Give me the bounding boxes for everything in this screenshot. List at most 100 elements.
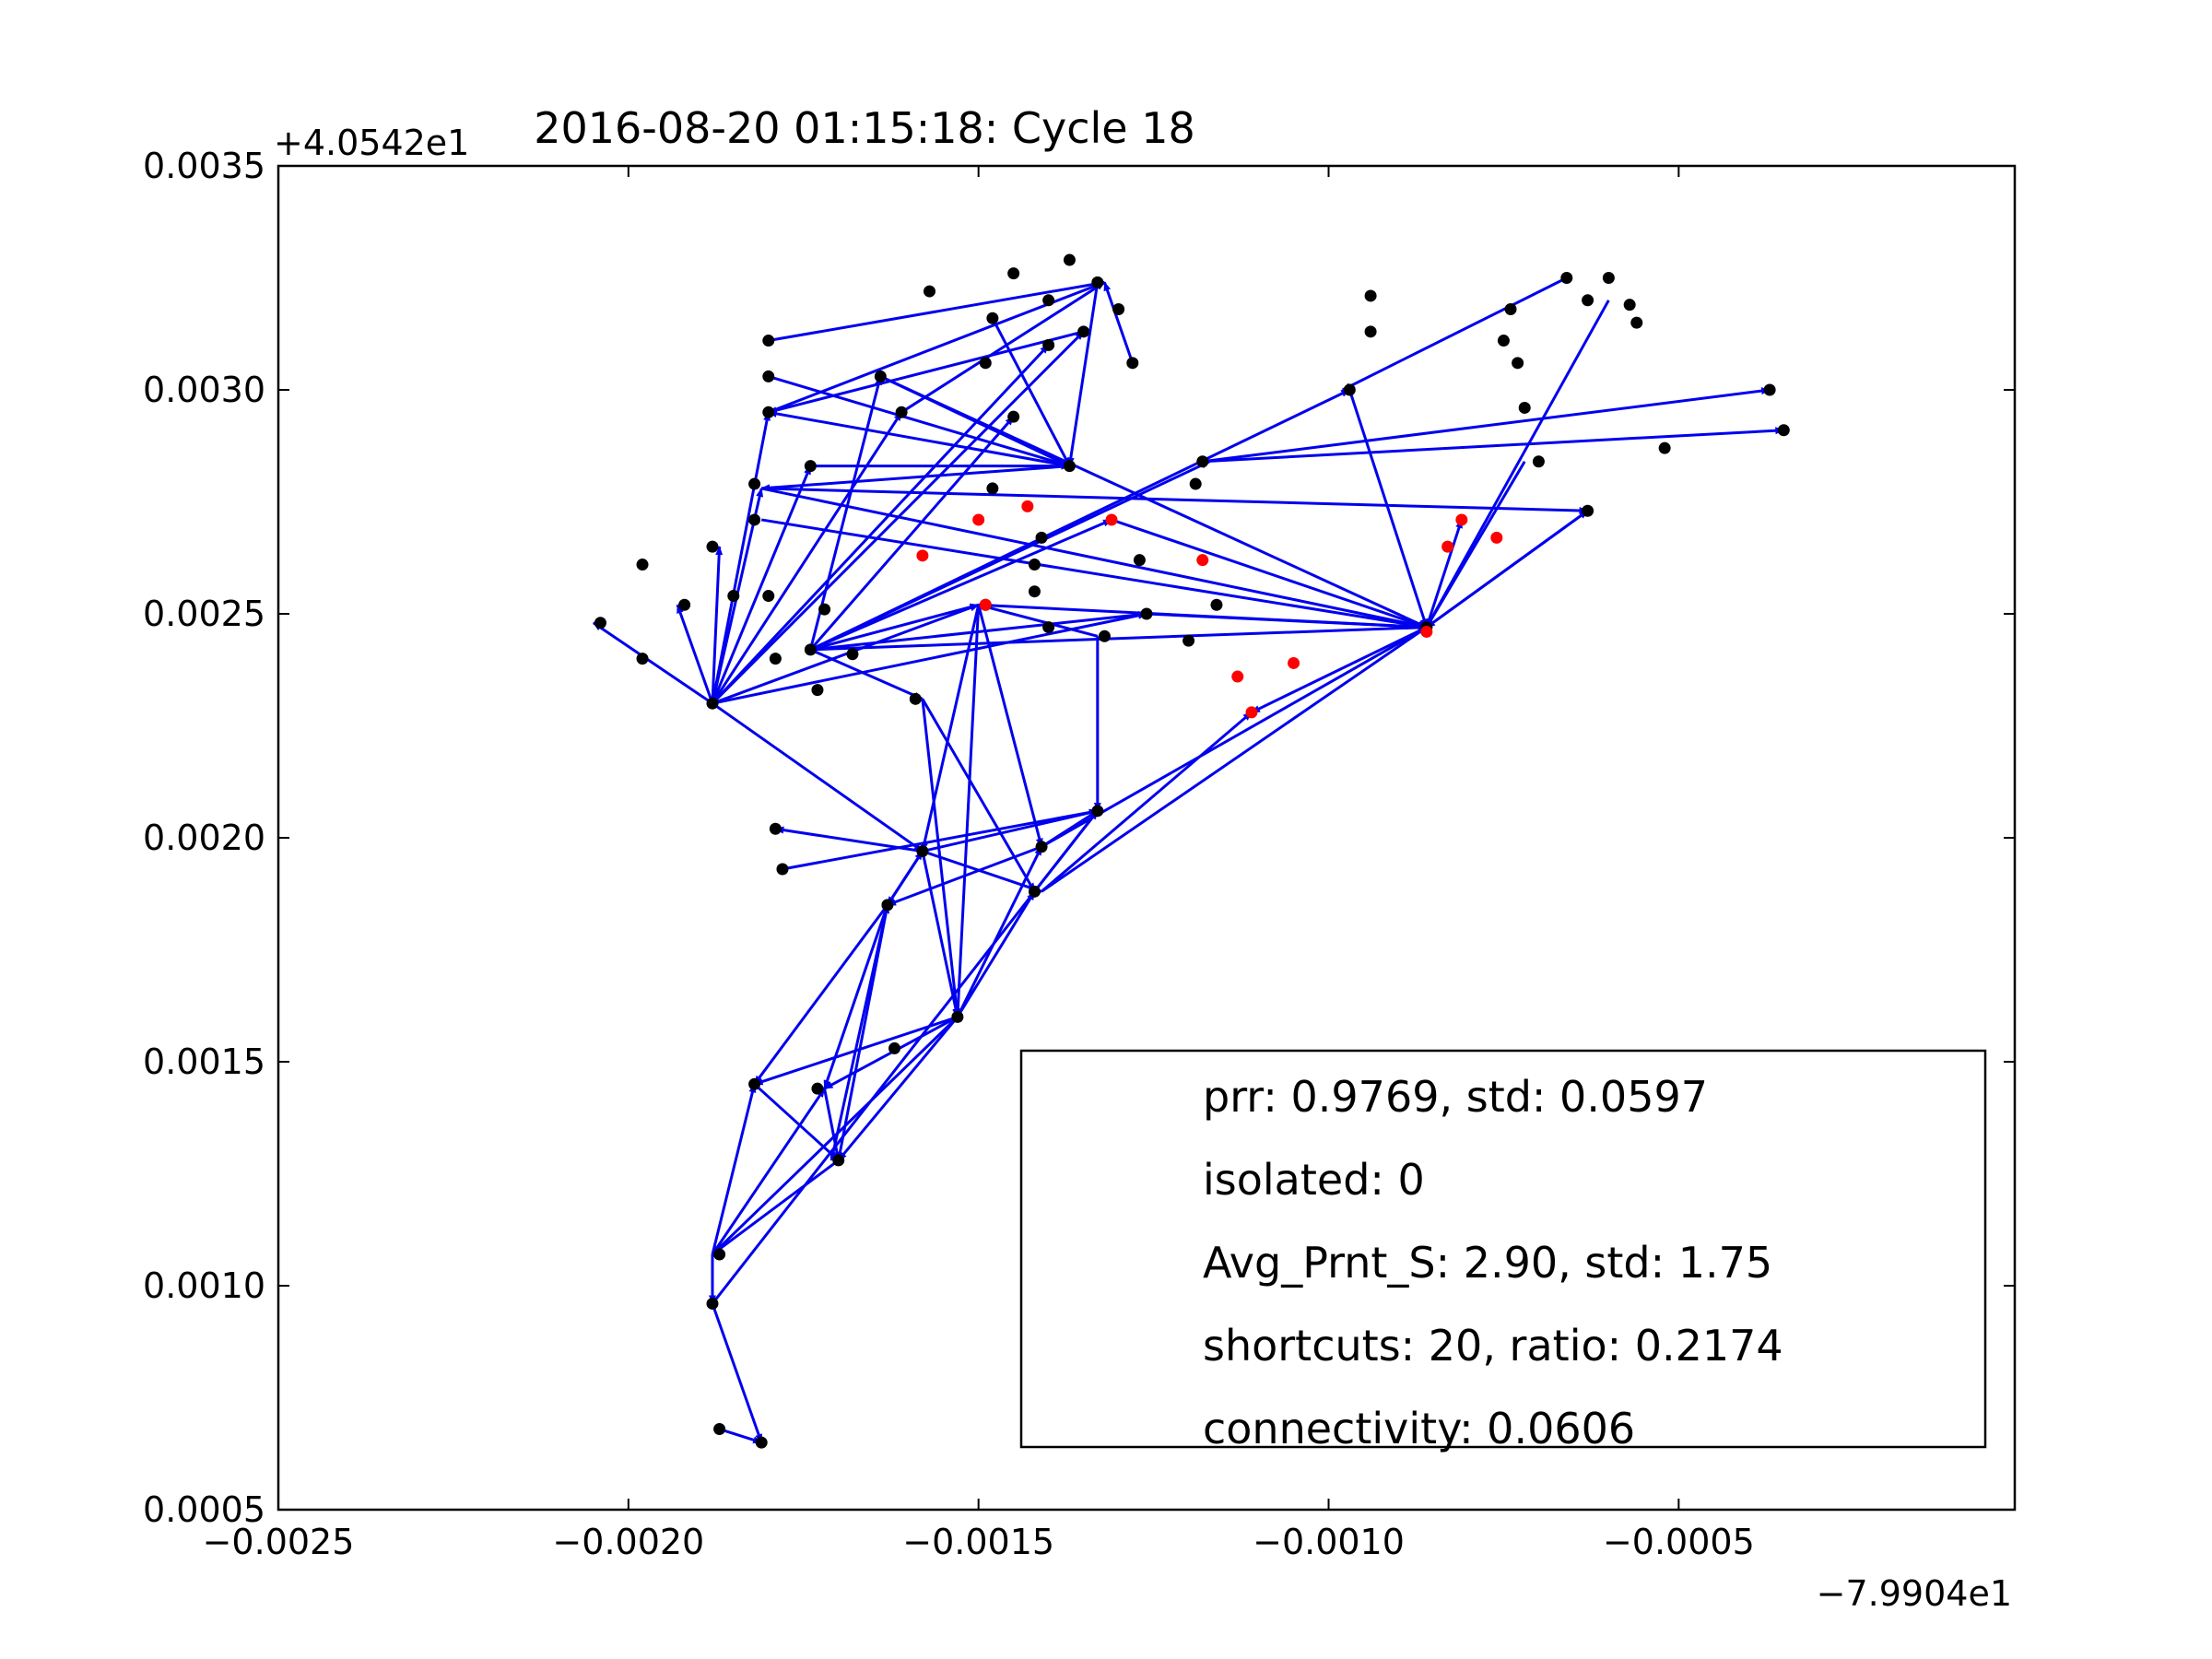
node-39: [846, 648, 859, 661]
edge-14: [711, 411, 903, 705]
edge-63: [1041, 626, 1428, 893]
highlight-node-8: [1231, 670, 1244, 683]
node-27: [727, 590, 740, 603]
node-40: [811, 684, 824, 697]
node-71: [881, 899, 894, 912]
edge-67: [753, 904, 889, 1086]
highlight-node-2: [1105, 513, 1118, 526]
edge-32: [761, 487, 1589, 514]
node-58: [1532, 455, 1545, 468]
node-62: [1777, 424, 1790, 437]
y-tick-label: 0.0020: [143, 818, 265, 858]
node-73: [888, 1041, 901, 1054]
highlight-node-0: [972, 513, 985, 526]
edge-26: [809, 518, 1112, 652]
nodes-layer: [594, 253, 1790, 1449]
edge-37: [1146, 612, 1428, 631]
node-26: [636, 559, 649, 571]
highlight-node-1: [1021, 500, 1034, 512]
node-52: [1518, 401, 1531, 414]
node-3: [1042, 294, 1055, 307]
edge-84: [711, 1302, 763, 1444]
node-34: [678, 598, 691, 611]
node-29: [1028, 585, 1041, 598]
edge-35: [879, 375, 1428, 629]
node-70: [776, 863, 789, 876]
node-79: [713, 1423, 726, 1436]
edge-80: [837, 903, 890, 1161]
node-22: [1035, 531, 1048, 544]
highlight-node-9: [1288, 656, 1300, 669]
highlight-node-6: [1490, 531, 1503, 544]
plot-frame: [276, 164, 2017, 1512]
legend-box: prr: 0.9769, std: 0.0597 isolated: 0 Avg…: [1019, 1049, 1987, 1453]
edge-19: [712, 603, 980, 705]
node-9: [762, 335, 775, 347]
node-6: [986, 312, 999, 324]
node-42: [909, 692, 922, 705]
edge-43: [1425, 300, 1610, 629]
y-tick-label: 0.0015: [143, 1041, 265, 1082]
edge-86: [719, 1428, 763, 1444]
edge-47: [1425, 518, 1464, 629]
edge-28: [809, 648, 924, 700]
node-36: [636, 653, 649, 665]
node-53: [1560, 272, 1573, 284]
node-80: [755, 1436, 768, 1449]
edge-87: [1041, 809, 1099, 848]
edge-70: [886, 850, 924, 906]
node-65: [1091, 805, 1104, 818]
edge-49: [920, 604, 981, 853]
edge-62: [1041, 626, 1428, 849]
node-8: [1042, 338, 1055, 351]
node-17: [1063, 460, 1076, 473]
edge-41: [1202, 427, 1785, 464]
edge-31: [810, 623, 1428, 652]
highlight-node-7: [1441, 540, 1454, 553]
edge-9: [760, 465, 1070, 492]
node-7: [1077, 325, 1090, 338]
node-72: [951, 1010, 964, 1023]
node-37: [769, 653, 782, 665]
edge-78: [823, 1088, 841, 1161]
node-5: [1112, 303, 1125, 316]
legend-line-prr: prr: 0.9769, std: 0.0597: [1203, 1072, 1708, 1122]
node-76: [832, 1154, 845, 1167]
x-tick-label: −0.0015: [902, 1522, 1054, 1562]
node-19: [748, 477, 761, 490]
y-tick-label: 0.0035: [143, 146, 265, 186]
edge-40: [1202, 387, 1771, 464]
edge-13: [711, 344, 1050, 705]
node-41: [706, 697, 719, 710]
node-35: [594, 617, 606, 629]
node-61: [1763, 383, 1776, 396]
edge-15: [711, 411, 771, 704]
x-offset-label: −7.9904e1: [1817, 1573, 2012, 1614]
highlight-node-3: [916, 549, 929, 562]
highlight-node-12: [1420, 625, 1433, 638]
chart-title: 2016-08-20 01:15:18: Cycle 18: [534, 103, 1195, 153]
legend-line-connectivity: connectivity: 0.0606: [1203, 1404, 1635, 1453]
node-2: [924, 285, 935, 298]
edge-79: [712, 1159, 840, 1256]
node-57: [1630, 316, 1643, 329]
node-1: [1063, 253, 1076, 266]
node-21: [748, 513, 761, 526]
node-46: [1364, 289, 1377, 302]
node-47: [1364, 325, 1377, 338]
edge-58: [921, 851, 959, 1018]
node-68: [1028, 885, 1041, 898]
node-56: [1623, 299, 1636, 312]
node-18: [804, 460, 817, 473]
edge-44: [1425, 460, 1526, 629]
x-tick-label: −0.0020: [552, 1522, 704, 1562]
node-43: [1182, 634, 1195, 647]
edge-75: [837, 1016, 959, 1161]
edge-8: [767, 409, 1070, 468]
edge-71: [956, 845, 1043, 1018]
highlight-node-5: [1455, 513, 1468, 526]
node-16: [762, 406, 775, 418]
node-13: [874, 370, 887, 382]
legend-line-isolated: isolated: 0: [1203, 1155, 1425, 1205]
legend-line-avg-parent: Avg_Prnt_S: 2.90, std: 1.75: [1203, 1238, 1772, 1288]
